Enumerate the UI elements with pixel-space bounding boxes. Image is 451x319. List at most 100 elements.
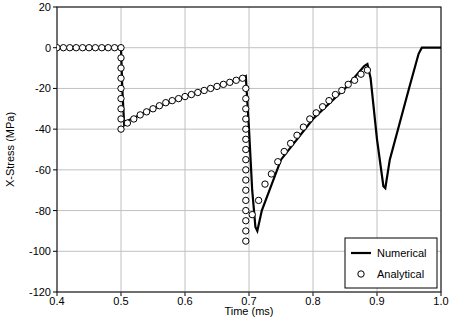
point [92, 45, 98, 51]
x-tick-label: 0.5 [113, 295, 128, 307]
tick [53, 251, 57, 252]
point [249, 211, 255, 217]
point [281, 148, 287, 154]
point [332, 91, 338, 97]
point [67, 45, 73, 51]
point [118, 106, 124, 112]
x-tick-label: 0.9 [369, 295, 384, 307]
tick [53, 292, 57, 293]
legend-swatch [358, 271, 364, 277]
x-tick-label: 0.6 [177, 295, 192, 307]
y-tick-label: -100 [29, 245, 51, 257]
point [169, 97, 175, 103]
tick [53, 210, 57, 211]
point [243, 197, 249, 203]
point [326, 97, 332, 103]
x-axis-label: Time (ms) [224, 305, 273, 317]
point [243, 207, 249, 213]
y-tick-label: -120 [29, 286, 51, 298]
point [111, 45, 117, 51]
plot-frame [57, 7, 441, 292]
tick [53, 7, 57, 8]
point [137, 112, 143, 118]
x-tick-label: 1.0 [433, 295, 448, 307]
legend-label: Numerical [377, 247, 427, 259]
y-tick-label: -80 [35, 205, 51, 217]
point [351, 77, 357, 83]
point [131, 116, 137, 122]
point [243, 136, 249, 142]
point [243, 177, 249, 183]
point [124, 120, 130, 126]
point [79, 45, 85, 51]
tick [53, 88, 57, 89]
point [150, 106, 156, 112]
point [201, 87, 207, 93]
point [268, 171, 274, 177]
grid-line [185, 7, 186, 292]
y-tick-label: 0 [45, 42, 51, 54]
point [243, 146, 249, 152]
point [319, 104, 325, 110]
legend-label: Analytical [377, 268, 424, 280]
point [163, 99, 169, 105]
point [243, 218, 249, 224]
point [220, 81, 226, 87]
point [275, 159, 281, 165]
point [243, 85, 249, 91]
legend-swatch [351, 252, 371, 254]
point [73, 45, 79, 51]
y-axis-label: X-Stress (MPa) [4, 112, 16, 187]
point [60, 45, 66, 51]
x-tick-label: 0.8 [305, 295, 320, 307]
point [255, 197, 261, 203]
grid-line [313, 7, 314, 292]
point [188, 91, 194, 97]
point [118, 126, 124, 132]
point [243, 228, 249, 234]
tick [53, 47, 57, 48]
y-tick-label: 20 [39, 1, 51, 13]
y-tick-label: -20 [35, 82, 51, 94]
point [118, 75, 124, 81]
point [99, 45, 105, 51]
point [287, 140, 293, 146]
point [345, 81, 351, 87]
line-series [57, 48, 441, 231]
point [182, 93, 188, 99]
point [207, 85, 213, 91]
point [339, 87, 345, 93]
point [105, 45, 111, 51]
point [313, 110, 319, 116]
y-tick-label: -60 [35, 164, 51, 176]
point [243, 187, 249, 193]
point [243, 238, 249, 244]
point [294, 132, 300, 138]
point [262, 181, 268, 187]
point [307, 116, 313, 122]
tick [53, 169, 57, 170]
point [118, 85, 124, 91]
x-tick-label: 0.4 [49, 295, 64, 307]
point [243, 95, 249, 101]
point [118, 55, 124, 61]
point [143, 109, 149, 115]
point [300, 124, 306, 130]
point [358, 71, 364, 77]
point [175, 95, 181, 101]
point [118, 95, 124, 101]
point [243, 116, 249, 122]
point [214, 83, 220, 89]
point [243, 156, 249, 162]
point [86, 45, 92, 51]
point [227, 79, 233, 85]
point [364, 67, 370, 73]
plot-area [57, 45, 441, 245]
point [239, 75, 245, 81]
tick [53, 129, 57, 130]
point [233, 77, 239, 83]
y-tick-label: -40 [35, 123, 51, 135]
point [118, 45, 124, 51]
point [243, 167, 249, 173]
point [243, 106, 249, 112]
